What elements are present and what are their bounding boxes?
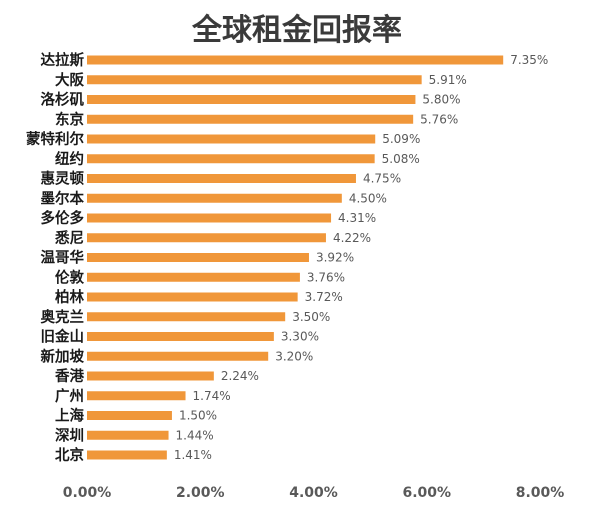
data-label: 3.20% — [275, 349, 313, 363]
data-label: 5.80% — [422, 93, 460, 107]
category-label: 纽约 — [55, 150, 84, 168]
category-label: 大阪 — [55, 71, 84, 89]
bar — [87, 95, 416, 104]
bar — [87, 193, 342, 203]
category-label: 洛杉矶 — [41, 91, 85, 109]
bar — [87, 154, 375, 164]
x-tick-label: 2.00% — [176, 485, 225, 501]
x-axis-ticks: 0.00% 2.00% 4.00% 6.00% 8.00% — [63, 485, 565, 501]
x-tick-label: 0.00% — [63, 485, 112, 501]
category-label: 旧金山 — [41, 328, 85, 346]
bar — [87, 411, 172, 420]
data-label: 4.75% — [363, 172, 401, 186]
data-label: 5.08% — [382, 152, 420, 166]
data-labels: 7.35% 5.91% 5.80% 5.76%5.09% 5.08% 4.75% 4.50%… — [174, 53, 548, 462]
data-label: 5.76% — [420, 112, 458, 126]
data-label: 1.44% — [176, 428, 214, 442]
bar — [87, 351, 269, 361]
category-label: 惠灵顿 — [41, 170, 85, 188]
category-label: 达拉斯 — [41, 51, 85, 69]
data-label: 1.74% — [193, 389, 231, 403]
bar — [87, 233, 326, 243]
data-label: 5.09% — [382, 132, 420, 146]
bar — [87, 55, 504, 65]
data-label: 3.76% — [307, 270, 345, 284]
chart-title: 全球租金回报率 — [191, 13, 402, 48]
category-label: 蒙特利尔 — [26, 130, 84, 148]
bar — [87, 75, 422, 85]
bars-group — [87, 55, 504, 460]
category-label: 悉尼 — [54, 229, 84, 247]
category-label: 上海 — [55, 407, 84, 425]
category-label: 奥克兰 — [41, 308, 85, 326]
data-label: 4.31% — [338, 211, 376, 225]
category-label: 温哥华 — [41, 249, 85, 267]
data-label: 3.92% — [316, 251, 354, 265]
x-tick-label: 6.00% — [402, 485, 451, 501]
bar — [87, 213, 332, 223]
category-label: 香港 — [55, 367, 84, 385]
x-tick-label: 4.00% — [289, 485, 338, 501]
data-label: 3.50% — [292, 310, 330, 324]
data-label: 5.91% — [429, 73, 467, 87]
data-label: 4.50% — [349, 191, 387, 205]
category-labels: 达拉斯大阪洛杉矶东京蒙特利尔纽约惠灵顿墨尔本多伦多悉尼温哥华伦敦柏林奥克兰旧金山… — [26, 51, 84, 464]
bar — [87, 332, 274, 341]
x-tick-label: 8.00% — [516, 485, 565, 501]
data-label: 1.41% — [174, 448, 212, 462]
bar — [87, 391, 186, 401]
bar — [87, 312, 286, 322]
category-label: 北京 — [55, 446, 84, 464]
category-label: 广州 — [55, 387, 84, 405]
bar — [87, 371, 214, 381]
bar — [87, 253, 309, 262]
category-label: 伦敦 — [55, 268, 84, 286]
bar — [87, 430, 169, 440]
category-label: 东京 — [55, 110, 84, 128]
data-label: 7.35% — [510, 53, 548, 67]
category-label: 多伦多 — [41, 209, 85, 227]
bar — [87, 292, 298, 302]
category-label: 新加坡 — [41, 347, 85, 365]
data-label: 2.24% — [221, 369, 259, 383]
bar — [87, 114, 414, 124]
bar — [87, 134, 376, 144]
data-label: 4.22% — [333, 231, 371, 245]
data-label: 3.30% — [281, 330, 319, 344]
bar — [87, 450, 167, 460]
category-label: 墨尔本 — [41, 189, 85, 207]
bar — [87, 272, 300, 282]
data-label: 1.50% — [179, 409, 217, 423]
bar — [87, 174, 356, 183]
data-label: 3.72% — [305, 290, 343, 304]
category-label: 柏林 — [55, 288, 84, 306]
category-label: 深圳 — [55, 426, 84, 444]
